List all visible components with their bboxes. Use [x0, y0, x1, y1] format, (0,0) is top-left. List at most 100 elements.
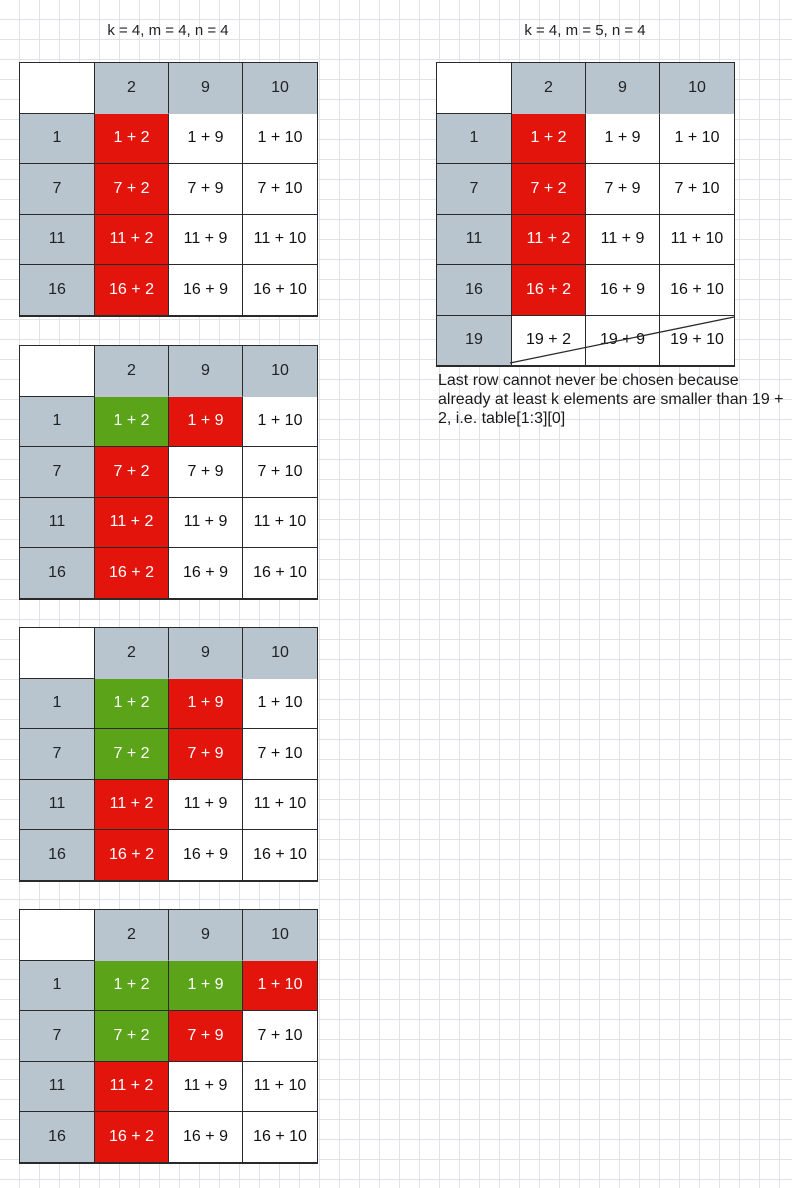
sum-cell: 7 + 9 — [169, 729, 243, 780]
column-header: 2 — [95, 63, 169, 114]
row-header: 1 — [20, 678, 95, 729]
sum-cell: 1 + 10 — [243, 113, 317, 164]
right-title: k = 4, m = 5, n = 4 — [524, 22, 646, 39]
sum-cell: 7 + 9 — [586, 164, 660, 215]
sum-cell: 11 + 2 — [95, 779, 169, 830]
sum-cell: 7 + 10 — [243, 164, 317, 215]
column-header: 9 — [169, 628, 243, 679]
corner-cell — [20, 346, 95, 397]
sum-cell: 11 + 2 — [95, 214, 169, 265]
sum-cell: 1 + 9 — [169, 678, 243, 729]
column-header: 10 — [243, 628, 317, 679]
column-header: 9 — [169, 910, 243, 961]
sum-cell: 16 + 9 — [169, 265, 243, 316]
sum-cell: 1 + 2 — [95, 678, 169, 729]
row-header: 1 — [20, 396, 95, 447]
sum-cell: 7 + 2 — [95, 1011, 169, 1062]
sum-cell: 19 + 9 — [586, 315, 660, 366]
column-header: 10 — [243, 63, 317, 114]
sum-cell: 11 + 9 — [169, 779, 243, 830]
row-header: 1 — [20, 113, 95, 164]
column-header: 10 — [243, 910, 317, 961]
sum-cell: 16 + 2 — [95, 265, 169, 316]
sum-cell: 7 + 2 — [95, 447, 169, 498]
column-header: 2 — [95, 628, 169, 679]
sum-cell: 19 + 10 — [660, 315, 734, 366]
sum-cell: 11 + 2 — [512, 214, 586, 265]
row-header: 11 — [437, 214, 512, 265]
sum-cell: 16 + 10 — [243, 830, 317, 881]
explanation-note: Last row cannot never be chosen because … — [438, 372, 784, 427]
column-header: 9 — [169, 63, 243, 114]
sum-cell: 16 + 2 — [512, 265, 586, 316]
row-header: 11 — [20, 779, 95, 830]
row-header: 7 — [20, 447, 95, 498]
sum-cell: 11 + 2 — [95, 1061, 169, 1112]
sum-cell: 7 + 2 — [95, 164, 169, 215]
column-header: 10 — [660, 63, 734, 114]
sum-cell: 16 + 9 — [169, 1112, 243, 1163]
sum-cell: 11 + 9 — [169, 214, 243, 265]
row-header: 7 — [20, 1011, 95, 1062]
row-header: 7 — [20, 164, 95, 215]
sum-cell: 16 + 9 — [169, 830, 243, 881]
row-header: 16 — [20, 830, 95, 881]
row-header: 16 — [437, 265, 512, 316]
sum-cell: 1 + 10 — [243, 678, 317, 729]
sum-cell: 7 + 10 — [660, 164, 734, 215]
sum-cell: 19 + 2 — [512, 315, 586, 366]
column-header: 2 — [95, 910, 169, 961]
row-header: 7 — [20, 729, 95, 780]
sum-cell: 7 + 2 — [95, 729, 169, 780]
sum-cell: 16 + 10 — [243, 548, 317, 599]
sum-cell: 16 + 2 — [95, 548, 169, 599]
row-header: 16 — [20, 265, 95, 316]
sum-cell: 1 + 9 — [586, 113, 660, 164]
row-header: 1 — [20, 960, 95, 1011]
row-header: 11 — [20, 214, 95, 265]
sum-cell: 1 + 10 — [660, 113, 734, 164]
sum-cell: 16 + 9 — [169, 548, 243, 599]
row-header: 11 — [20, 497, 95, 548]
row-header: 11 — [20, 1061, 95, 1112]
sum-cell: 7 + 9 — [169, 447, 243, 498]
row-header: 1 — [437, 113, 512, 164]
column-header: 9 — [586, 63, 660, 114]
sum-cell: 16 + 10 — [660, 265, 734, 316]
sum-cell: 11 + 9 — [169, 497, 243, 548]
sum-cell: 1 + 9 — [169, 960, 243, 1011]
sum-cell: 1 + 10 — [243, 396, 317, 447]
sum-cell: 1 + 2 — [95, 960, 169, 1011]
sum-cell: 1 + 10 — [243, 960, 317, 1011]
sum-cell: 11 + 10 — [243, 1061, 317, 1112]
sum-cell: 7 + 2 — [512, 164, 586, 215]
sum-cell: 11 + 2 — [95, 497, 169, 548]
sum-cell: 7 + 9 — [169, 1011, 243, 1062]
sum-cell: 11 + 10 — [243, 779, 317, 830]
row-header: 19 — [437, 315, 512, 366]
column-header: 9 — [169, 346, 243, 397]
sum-cell: 1 + 9 — [169, 396, 243, 447]
sum-cell: 16 + 10 — [243, 1112, 317, 1163]
sum-cell: 11 + 10 — [660, 214, 734, 265]
sum-cell: 1 + 2 — [95, 396, 169, 447]
corner-cell — [437, 63, 512, 114]
sum-cell: 7 + 10 — [243, 729, 317, 780]
sum-cell: 7 + 9 — [169, 164, 243, 215]
sum-cell: 1 + 2 — [512, 113, 586, 164]
column-header: 2 — [95, 346, 169, 397]
sum-cell: 16 + 10 — [243, 265, 317, 316]
corner-cell — [20, 63, 95, 114]
sum-cell: 16 + 2 — [95, 830, 169, 881]
row-header: 7 — [437, 164, 512, 215]
corner-cell — [20, 910, 95, 961]
sum-cell: 11 + 10 — [243, 214, 317, 265]
sum-cell: 7 + 10 — [243, 447, 317, 498]
sum-cell: 1 + 9 — [169, 113, 243, 164]
sum-cell: 1 + 2 — [95, 113, 169, 164]
left-title: k = 4, m = 4, n = 4 — [107, 22, 229, 39]
